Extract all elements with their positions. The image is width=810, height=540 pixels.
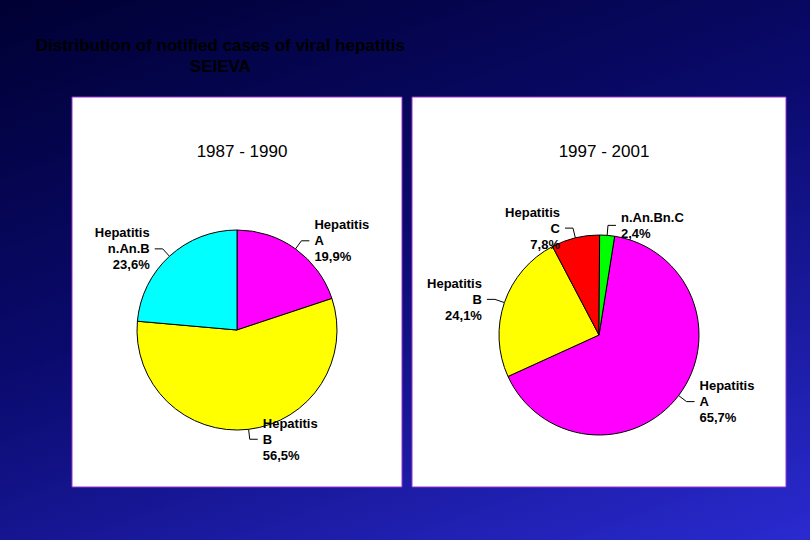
svg-text:56,5%: 56,5% (263, 448, 300, 463)
svg-text:Hepatitis: Hepatitis (314, 217, 369, 232)
svg-text:1997 - 2001: 1997 - 2001 (559, 142, 650, 161)
svg-text:C: C (551, 221, 561, 236)
svg-text:Hepatitis: Hepatitis (700, 378, 755, 393)
svg-text:B: B (473, 292, 482, 307)
svg-text:Hepatitis: Hepatitis (427, 276, 482, 291)
svg-text:Distribution of notified cases: Distribution of notified cases of viral … (36, 36, 405, 55)
svg-text:Hepatitis: Hepatitis (505, 205, 560, 220)
svg-text:A: A (314, 233, 324, 248)
svg-text:n.An.B: n.An.B (108, 241, 150, 256)
svg-text:Hepatitis: Hepatitis (263, 416, 318, 431)
svg-text:SEIEVA: SEIEVA (190, 57, 251, 76)
svg-text:19,9%: 19,9% (314, 249, 351, 264)
svg-text:B: B (263, 432, 272, 447)
svg-text:Hepatitis: Hepatitis (95, 225, 150, 240)
svg-text:A: A (700, 394, 710, 409)
svg-text:65,7%: 65,7% (700, 410, 737, 425)
svg-text:23,6%: 23,6% (113, 257, 150, 272)
svg-text:24,1%: 24,1% (445, 308, 482, 323)
svg-text:7,8%: 7,8% (530, 237, 560, 252)
svg-text:2,4%: 2,4% (621, 226, 651, 241)
svg-text:1987 - 1990: 1987 - 1990 (197, 142, 288, 161)
svg-text:n.An.Bn.C: n.An.Bn.C (621, 210, 684, 225)
